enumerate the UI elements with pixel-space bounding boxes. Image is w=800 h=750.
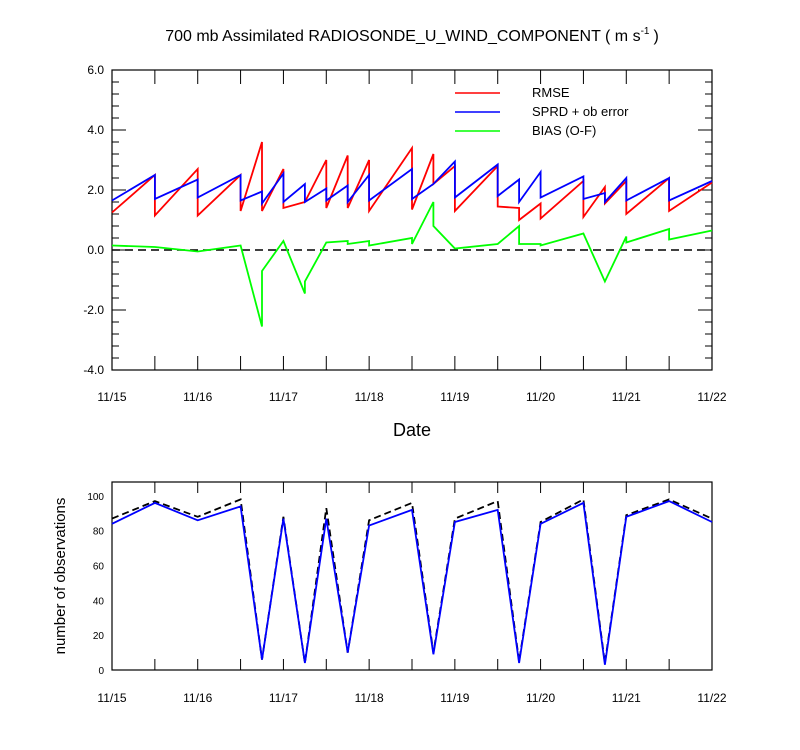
x-tick-label: 11/15	[97, 691, 126, 705]
legend-label-rmse: RMSE	[532, 85, 570, 100]
y-tick-label: 100	[87, 492, 104, 503]
x-tick-label: 11/19	[440, 691, 469, 705]
x-tick-label: 11/20	[526, 390, 555, 404]
y-tick-label: -4.0	[83, 363, 104, 377]
series-line-sprd-ob-error	[111, 159, 713, 207]
chart-title: 700 mb Assimilated RADIOSONDE_U_WIND_COM…	[165, 26, 659, 45]
y-tick-label: 60	[93, 562, 105, 573]
y-tick-label: 4.0	[87, 123, 104, 137]
legend-label-bias: BIAS (O-F)	[532, 123, 596, 138]
top-x-tick-labels: 11/15 11/16 11/17 11/18 11/19 11/20 11/21 11/22	[97, 390, 726, 404]
top-series-lines	[111, 141, 713, 327]
x-tick-label: 11/17	[269, 390, 298, 404]
y-tick-label: 0	[98, 666, 104, 677]
x-tick-label: 11/19	[440, 390, 469, 404]
x-tick-label: 11/21	[612, 691, 641, 705]
series-line-rmse	[111, 141, 713, 222]
x-tick-label: 11/18	[355, 691, 384, 705]
y-tick-label: 2.0	[87, 183, 104, 197]
bottom-tick-marks	[111, 482, 713, 670]
legend: RMSE SPRD + ob error BIAS (O-F)	[455, 85, 629, 138]
x-tick-label: 11/20	[526, 691, 555, 705]
x-tick-label: 11/22	[697, 390, 726, 404]
y-tick-label: 0.0	[87, 243, 104, 257]
bottom-y-tick-labels: 0 20 40 60 80 100	[87, 492, 104, 677]
y-tick-label: 6.0	[87, 63, 104, 77]
legend-label-sprd: SPRD + ob error	[532, 104, 629, 119]
x-tick-label: 11/21	[612, 390, 641, 404]
series-line-bias-o-f	[111, 201, 713, 327]
series-line-assimilated-observations	[111, 500, 713, 665]
top-y-tick-labels: -4.0 -2.0 0.0 2.0 4.0 6.0	[83, 63, 104, 377]
y-tick-label: 80	[93, 527, 105, 538]
x-tick-label: 11/16	[183, 691, 212, 705]
x-tick-label: 11/16	[183, 390, 212, 404]
y-tick-label: -2.0	[83, 303, 104, 317]
bottom-x-tick-labels: 11/15 11/16 11/17 11/18 11/19 11/20 11/21 11/22	[97, 691, 726, 705]
x-tick-label: 11/22	[697, 691, 726, 705]
x-tick-label: 11/18	[355, 390, 384, 404]
x-axis-label: Date	[393, 420, 431, 440]
x-tick-label: 11/17	[269, 691, 298, 705]
series-line-possible-observations	[111, 498, 713, 664]
x-tick-label: 11/15	[97, 390, 126, 404]
y-tick-label: 20	[93, 631, 105, 642]
y-tick-label: 40	[93, 596, 105, 607]
top-tick-marks	[111, 69, 713, 371]
bottom-series-lines	[111, 498, 713, 665]
y-axis-label: number of observations	[52, 498, 69, 655]
rmse-bias-panel: -4.0-2.00.02.04.06.0 11/15 11/16 11/17 11/1…	[83, 63, 727, 440]
